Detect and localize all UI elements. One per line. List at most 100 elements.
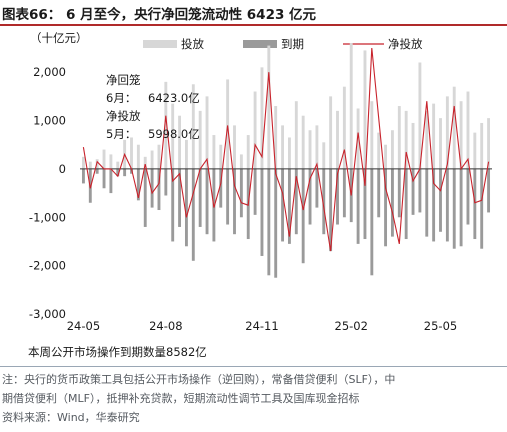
issuance-bar <box>178 115 182 169</box>
net-injection-line <box>82 47 490 252</box>
issuance-bar <box>404 110 408 169</box>
issuance-bar <box>411 122 415 169</box>
issuance-bar <box>459 101 463 169</box>
y-tick-label: -3,000 <box>29 307 66 321</box>
maturity-bar <box>329 168 333 252</box>
maturity-bar <box>322 168 326 235</box>
issuance-bar <box>143 156 147 169</box>
maturity-bar <box>171 168 175 242</box>
source-note: 资料来源：Wind，华泰研究 <box>2 411 140 424</box>
maturity-bar <box>466 168 470 225</box>
issuance-bar <box>281 125 285 169</box>
x-tick-label: 24-08 <box>149 319 182 333</box>
y-tick-label: 0 <box>59 162 66 176</box>
maturity-bar <box>473 168 477 240</box>
issuance-bar <box>233 125 236 169</box>
y-tick-label: -1,000 <box>29 210 66 224</box>
issuance-bar <box>370 101 374 169</box>
x-tick-label: 24-11 <box>245 319 278 333</box>
legend-label-issuance: 投放 <box>181 37 204 51</box>
annotation-line-3: 净投放 <box>106 109 141 123</box>
x-axis: 24-05 24-08 24-11 25-02 25-05 <box>67 319 457 333</box>
maturity-bar <box>205 168 209 235</box>
maturity-bar <box>116 168 120 177</box>
issuance-bar <box>445 96 449 169</box>
maturity-bar <box>267 168 271 276</box>
issuance-bar <box>260 67 264 169</box>
issuance-bar <box>397 106 401 169</box>
maturity-bar <box>178 168 182 227</box>
maturity-bar <box>404 168 408 240</box>
issuance-bar <box>287 137 291 169</box>
y-tick-label: 1,000 <box>33 114 66 128</box>
maturity-bar <box>384 168 388 247</box>
maturity-bar <box>425 168 429 237</box>
maturity-bar <box>136 168 140 201</box>
annotation-line-2-label: 6月： <box>106 91 136 105</box>
legend-label-maturity: 到期 <box>281 37 304 51</box>
issuance-bar <box>301 115 305 169</box>
maturity-bar <box>198 168 202 227</box>
maturity-bar <box>102 168 106 189</box>
issuance-bar <box>322 142 326 169</box>
issuance-bar <box>487 118 491 169</box>
issuance-bar <box>184 139 188 169</box>
issuance-bar <box>377 132 381 169</box>
issuance-bar <box>315 125 319 169</box>
maturity-bar <box>315 168 319 208</box>
x-tick-label: 25-02 <box>335 319 368 333</box>
maturity-bar <box>439 168 442 232</box>
maturity-bar <box>452 168 456 249</box>
y-tick-label: 2,000 <box>33 65 66 79</box>
maturity-bar <box>377 168 381 218</box>
maturity-bar <box>342 168 346 218</box>
issuance-bar <box>95 159 99 169</box>
maturity-bar <box>397 168 401 218</box>
legend-swatch-maturity <box>243 40 277 48</box>
maturity-bar <box>123 168 127 177</box>
title-bar: 图表66： 6 月至今，央行净回笼流动性 6423 亿元 <box>0 0 507 26</box>
footnote-separator <box>0 366 507 367</box>
issuance-bar <box>239 154 243 169</box>
issuance-bar <box>191 84 195 169</box>
issuance-bar <box>219 144 223 169</box>
maturity-bar <box>308 168 312 225</box>
annotation-box: 净回笼 6月： 6423.0亿 净投放 5月： 5998.0亿 <box>106 73 200 141</box>
issuance-bars <box>81 43 491 169</box>
maturity-bar <box>459 168 463 247</box>
issuance-bar <box>452 86 456 169</box>
maturity-bar <box>226 168 230 225</box>
maturity-bar <box>370 168 374 276</box>
maturity-bar <box>487 168 491 213</box>
maturity-bar <box>390 168 394 237</box>
issuance-bar <box>171 103 175 169</box>
issuance-bar <box>384 144 388 169</box>
issuance-bar <box>205 96 209 169</box>
maturity-bar <box>445 168 449 242</box>
issuance-bar <box>157 144 161 169</box>
issuance-bar <box>81 156 85 169</box>
y-axis: 2,000 1,000 0 -1,000 -2,000 -3,000 <box>29 65 66 321</box>
maturity-bar <box>81 168 85 184</box>
issuance-bar <box>480 122 484 169</box>
issuance-bar <box>329 96 333 169</box>
issuance-bar <box>274 106 278 169</box>
footnote-line-2: 期借贷便利（MLF），抵押补充贷款，短期流动性调节工具及国库现金招标 <box>2 392 360 405</box>
maturity-bar <box>164 168 168 196</box>
x-tick-label: 25-05 <box>424 319 457 333</box>
maturity-bar <box>274 168 278 278</box>
issuance-bar <box>102 149 106 169</box>
issuance-bar <box>363 50 367 169</box>
issuance-bar <box>116 161 120 169</box>
issuance-bar <box>246 135 250 169</box>
issuance-bar <box>439 118 442 169</box>
maturity-bar <box>233 168 236 235</box>
maturity-bar <box>253 168 257 215</box>
issuance-bar <box>294 101 298 169</box>
footnote-line-1: 注：央行的货币政策工具包括公开市场操作（逆回购），常备借贷便利（SLF），中 <box>2 373 396 386</box>
x-tick-label: 24-05 <box>67 319 100 333</box>
maturity-bar <box>130 168 133 174</box>
issuance-bar <box>164 81 168 169</box>
issuance-bar <box>349 43 353 169</box>
issuance-bar <box>390 130 394 169</box>
